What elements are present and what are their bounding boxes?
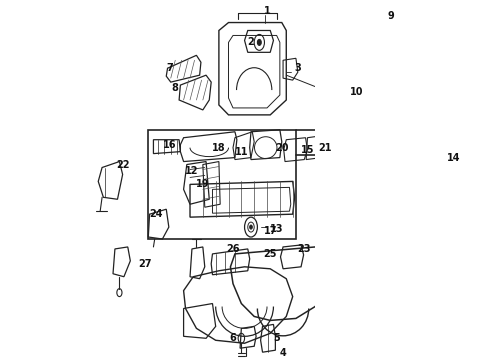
Text: 6: 6 bbox=[230, 333, 236, 343]
Text: 19: 19 bbox=[196, 179, 210, 189]
Circle shape bbox=[257, 39, 261, 45]
Text: 26: 26 bbox=[226, 244, 240, 254]
Text: 10: 10 bbox=[350, 87, 364, 97]
Text: 21: 21 bbox=[318, 143, 332, 153]
Text: 18: 18 bbox=[212, 143, 226, 153]
Text: 17: 17 bbox=[264, 226, 277, 236]
Text: 1: 1 bbox=[264, 6, 270, 15]
Text: 23: 23 bbox=[297, 244, 310, 254]
Text: 25: 25 bbox=[264, 249, 277, 259]
Text: 20: 20 bbox=[275, 143, 289, 153]
Text: 8: 8 bbox=[172, 83, 179, 93]
Text: 2: 2 bbox=[247, 37, 254, 48]
Text: 27: 27 bbox=[138, 259, 152, 269]
Text: 13: 13 bbox=[270, 224, 283, 234]
Text: 5: 5 bbox=[273, 333, 280, 343]
Text: 16: 16 bbox=[163, 140, 177, 150]
Text: 4: 4 bbox=[280, 348, 287, 358]
Text: 24: 24 bbox=[149, 209, 163, 219]
Text: 9: 9 bbox=[388, 10, 394, 21]
Text: 12: 12 bbox=[185, 166, 198, 176]
Text: 14: 14 bbox=[447, 153, 461, 163]
Text: 11: 11 bbox=[235, 147, 248, 157]
Text: 7: 7 bbox=[166, 63, 173, 73]
Circle shape bbox=[250, 225, 252, 229]
Text: 15: 15 bbox=[301, 145, 314, 155]
Text: 3: 3 bbox=[294, 63, 301, 73]
Text: 22: 22 bbox=[116, 159, 129, 170]
